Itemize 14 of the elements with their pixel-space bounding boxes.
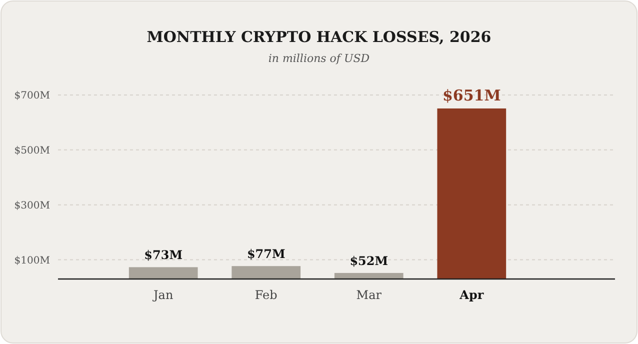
y-tick-label: $700M bbox=[14, 90, 50, 102]
data-label: $73M bbox=[144, 248, 183, 262]
x-tick-label: Jan bbox=[151, 288, 174, 302]
chart-subtitle: in millions of USD bbox=[268, 52, 370, 65]
y-tick-label: $100M bbox=[14, 255, 50, 266]
chart-title: MONTHLY CRYPTO HACK LOSSES, 2026 bbox=[146, 28, 492, 46]
y-tick-label: $500M bbox=[14, 145, 50, 156]
x-tick-label: Apr bbox=[458, 288, 484, 302]
x-tick-label: Mar bbox=[356, 288, 382, 302]
y-tick-label: $300M bbox=[14, 200, 50, 212]
data-label: $77M bbox=[246, 247, 286, 262]
data-label: $52M bbox=[350, 254, 388, 268]
x-tick-label: Feb bbox=[254, 288, 278, 302]
data-label: $651M bbox=[442, 86, 501, 104]
